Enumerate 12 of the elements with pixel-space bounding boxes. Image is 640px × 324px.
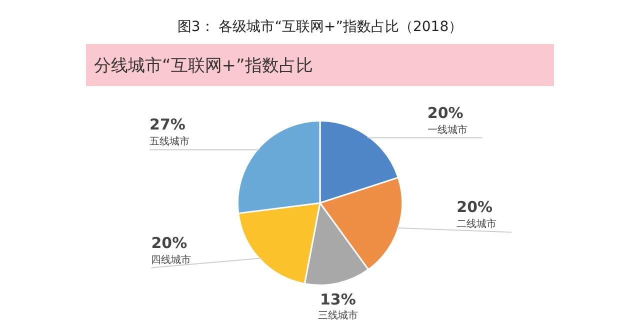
data-label: 27% — [150, 116, 186, 134]
slice-label: 三线城市 — [318, 309, 358, 322]
slice-label: 五线城市 — [150, 136, 190, 148]
slice-label: 四线城市 — [151, 254, 192, 266]
chart-subtitle: 分线城市“互联网+”指数占比 — [94, 54, 313, 76]
data-label: 20% — [151, 234, 188, 252]
data-label: 20% — [456, 198, 493, 216]
data-label: 20% — [427, 104, 464, 122]
slice-label: 一线城市 — [427, 124, 468, 136]
chart-title: 图3： 各级城市“互联网+”指数占比（2018） — [177, 19, 463, 35]
data-label: 13% — [320, 290, 356, 308]
slice-label: 二线城市 — [456, 218, 497, 230]
